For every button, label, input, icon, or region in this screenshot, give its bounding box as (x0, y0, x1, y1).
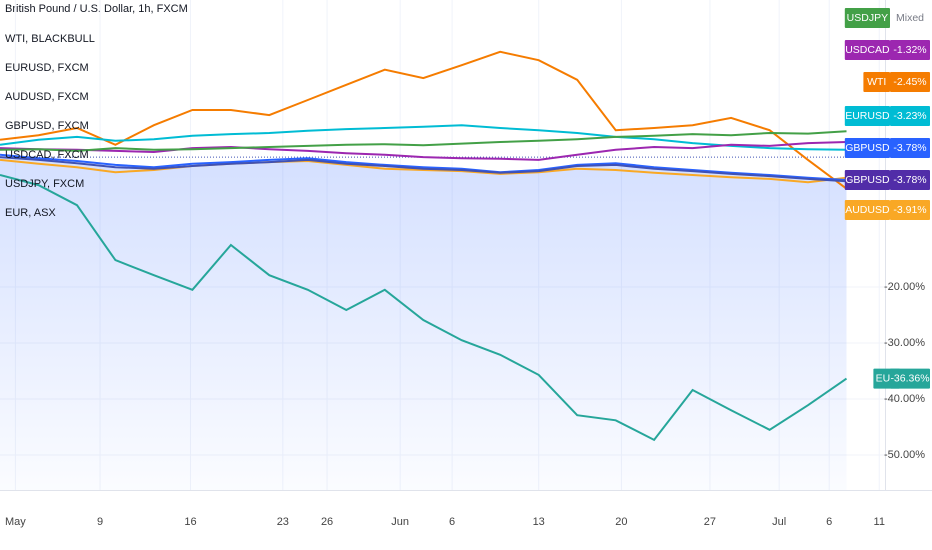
legend-entry: GBPUSD, FXCM (5, 120, 89, 132)
series-line (0, 156, 847, 183)
series-line (0, 130, 847, 152)
main-area (0, 157, 847, 490)
tag-value-box (890, 106, 930, 126)
tag-name-box (844, 200, 890, 220)
series-line (0, 174, 848, 442)
legend-entry: EUR, ASX (5, 207, 56, 219)
tag-value-box (890, 8, 930, 28)
x-tick-label: 6 (826, 516, 832, 528)
y-tick-label: -20.00% (884, 281, 925, 293)
tag-value-box (890, 40, 930, 60)
tag-value: -3.78% (893, 142, 926, 154)
series-line (0, 124, 847, 151)
x-tick-label: Jun (391, 516, 409, 528)
x-tick-label: May (5, 516, 26, 528)
tag-name: WTI (867, 76, 886, 88)
tag-name-box (844, 170, 890, 190)
legend-entry: AUDUSD, FXCM (5, 91, 89, 103)
tag-value-box (890, 368, 930, 389)
tag-name: EURUSD (845, 110, 890, 122)
x-tick-label: 11 (874, 516, 885, 528)
tag-value: Mixed (896, 12, 924, 24)
series-line (0, 141, 847, 161)
legend-entry: EURUSD, FXCM (5, 62, 89, 74)
x-tick-label: Jul (772, 516, 786, 528)
tag-value: -36.36% (890, 372, 929, 384)
tag-name-box (844, 40, 890, 60)
y-tick-label: -30.00% (884, 337, 925, 349)
y-tick-label: -50.00% (884, 449, 925, 461)
x-tick-label: 26 (321, 516, 333, 528)
x-tick-label: 27 (704, 516, 716, 528)
tag-name: GBPUSD (845, 174, 890, 186)
legend-entry: WTI, BLACKBULL (5, 33, 95, 45)
tag-value: -2.45% (893, 76, 926, 88)
tag-name: GBPUSD (845, 142, 890, 154)
legend-entry: USDJPY, FXCM (5, 178, 84, 190)
tag-value-box (890, 72, 930, 92)
tag-value: -3.23% (893, 110, 926, 122)
tag-value-box (890, 138, 930, 158)
tag-name-box (863, 72, 890, 92)
chart-title: British Pound / U.S. Dollar, 1h, FXCM (5, 3, 188, 15)
tag-name-box (844, 138, 890, 158)
tag-name: AUDUSD (845, 204, 890, 216)
series-line (0, 50, 848, 190)
tag-name: USDJPY (847, 12, 888, 24)
x-tick-label: 9 (97, 516, 103, 528)
legend-entry: USDCAD, FXCM (5, 149, 89, 161)
x-tick-label: 13 (533, 516, 545, 528)
series-line (0, 153, 847, 181)
y-tick-label: -40.00% (884, 393, 925, 405)
tag-value: -1.32% (893, 44, 926, 56)
tag-name-box (844, 8, 890, 28)
x-tick-label: 16 (184, 516, 196, 528)
tag-name: USDCAD (845, 44, 890, 56)
tag-value: -3.78% (893, 174, 926, 186)
tag-name-box (844, 106, 890, 126)
tag-value-box (890, 170, 930, 190)
x-tick-label: 20 (615, 516, 627, 528)
x-tick-label: 23 (277, 516, 289, 528)
x-tick-label: 6 (449, 516, 455, 528)
tag-value: -3.91% (893, 204, 926, 216)
tag-value-box (890, 200, 930, 220)
series-line (0, 158, 847, 184)
